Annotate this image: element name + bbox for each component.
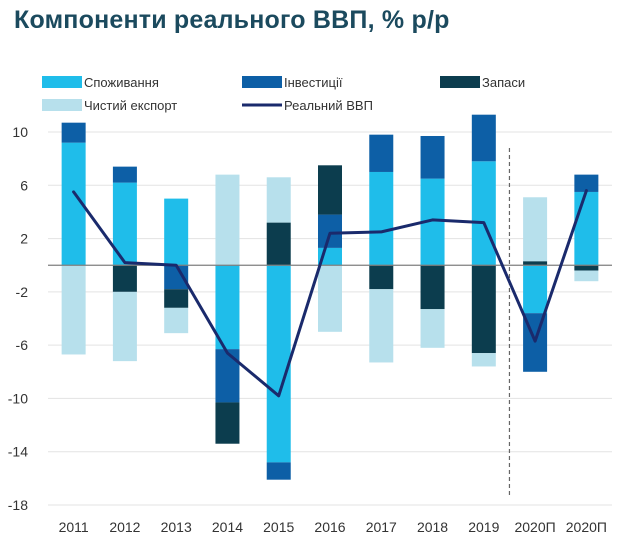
- legend-label: Чистий експорт: [84, 98, 177, 113]
- x-tick-label: 2017: [366, 519, 397, 535]
- x-tick-label: 2018: [417, 519, 448, 535]
- x-tick-label: 2015: [263, 519, 294, 535]
- bar-segment: [266, 177, 291, 223]
- y-tick-label: -10: [8, 390, 28, 406]
- legend-label: Споживання: [84, 75, 159, 90]
- bar-segment: [112, 166, 137, 183]
- x-tick-label: 2020П: [514, 519, 555, 535]
- bar-segment: [369, 171, 394, 266]
- gdp-line-layer: [72, 189, 588, 398]
- bar-segment: [523, 265, 548, 314]
- bar-segment: [369, 265, 394, 290]
- bar-segment: [112, 291, 137, 362]
- bar-segment: [420, 309, 445, 348]
- x-tick-label: 2012: [109, 519, 140, 535]
- x-tick-label: 2020П: [566, 519, 607, 535]
- bar-segment: [574, 191, 599, 266]
- y-tick-label: -6: [16, 337, 29, 353]
- bars-layer: [61, 114, 599, 480]
- bar-segment: [61, 122, 86, 143]
- x-tick-label: 2011: [59, 519, 89, 535]
- legend: Споживання Інвестиції Запаси Чистий експорт…: [42, 75, 525, 113]
- bar-segment: [215, 349, 240, 403]
- bar-segment: [471, 353, 496, 367]
- real-gdp-line: [72, 189, 588, 398]
- bar-segment: [471, 114, 496, 162]
- bar-segment: [164, 307, 189, 334]
- bar-segment: [574, 174, 599, 192]
- bar-segment: [318, 214, 342, 248]
- bar-segment: [318, 265, 342, 332]
- legend-label: Інвестиції: [284, 75, 343, 90]
- bar-segment: [215, 174, 240, 266]
- legend-label: Запаси: [482, 75, 525, 90]
- x-tick-label: 2014: [212, 519, 243, 535]
- bar-segment: [61, 265, 86, 355]
- y-tick-label: 10: [12, 124, 28, 140]
- bar-segment: [266, 265, 291, 463]
- bar-segment: [420, 265, 445, 310]
- bar-segment: [471, 265, 496, 354]
- bar-segment: [112, 265, 137, 292]
- bar-segment: [523, 197, 548, 262]
- bar-segment: [266, 462, 291, 480]
- x-tick-labels: 2011 2012 2013 2014 2015 2016 2017 2018 2019 2020…: [59, 519, 607, 535]
- y-tick-label: 6: [20, 177, 28, 193]
- y-tick-label: 2: [20, 231, 28, 247]
- bar-segment: [574, 270, 599, 282]
- legend-swatch: [440, 76, 480, 88]
- bar-segment: [574, 265, 599, 271]
- bar-segment: [523, 261, 548, 266]
- y-tick-label: -18: [8, 497, 28, 513]
- legend-swatch: [242, 76, 282, 88]
- x-tick-label: 2019: [468, 519, 499, 535]
- x-tick-label: 2016: [314, 519, 345, 535]
- legend-label: Реальний ВВП: [284, 98, 373, 113]
- bar-segment: [164, 289, 189, 308]
- bar-segment: [215, 265, 240, 350]
- y-tick-labels: 10 6 2 -2 -6 -10 -14 -18: [8, 124, 28, 513]
- bar-segment: [369, 289, 394, 363]
- bar-segment: [471, 161, 496, 266]
- legend-swatch: [42, 99, 82, 111]
- bar-segment: [164, 198, 189, 266]
- legend-swatch: [42, 76, 82, 88]
- bar-segment: [420, 135, 445, 179]
- bar-segment: [215, 402, 240, 444]
- bar-segment: [318, 165, 342, 215]
- y-tick-label: -14: [8, 444, 28, 460]
- chart-title: Компоненти реального ВВП, % р/р: [14, 6, 450, 34]
- bar-segment: [369, 134, 394, 172]
- bar-segment: [266, 222, 291, 266]
- bar-segment: [164, 265, 189, 290]
- x-tick-label: 2013: [161, 519, 192, 535]
- y-tick-label: -2: [16, 284, 29, 300]
